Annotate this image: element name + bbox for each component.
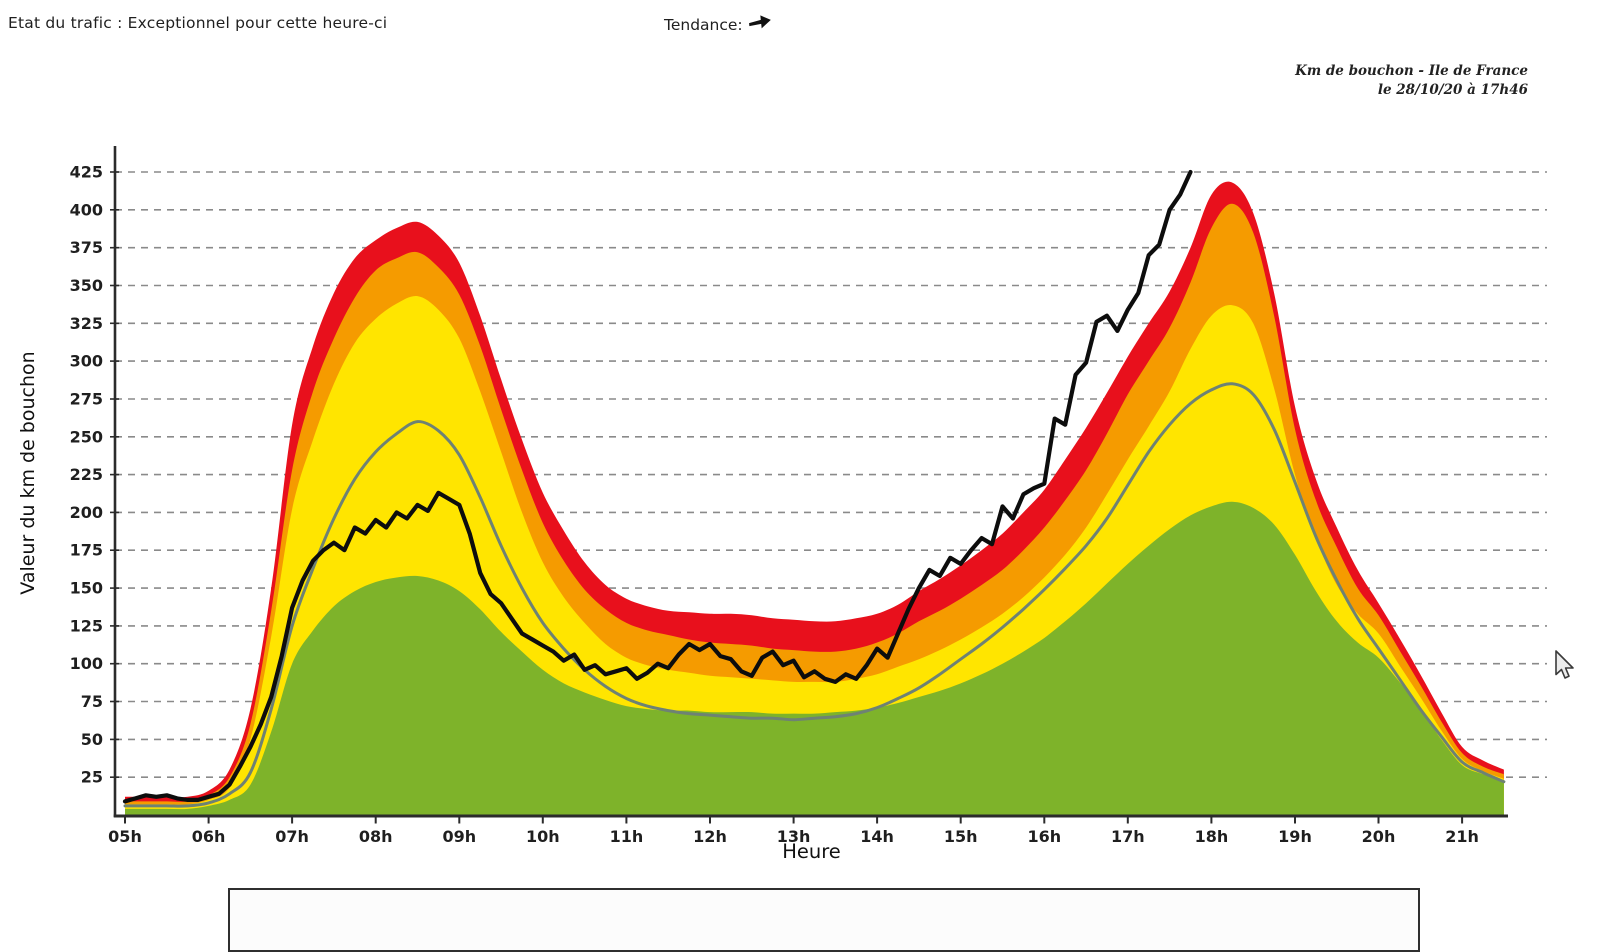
y-tick-label: 300 [70, 352, 103, 371]
x-tick-label: 08h [359, 827, 393, 846]
line-reference-moyenne [123, 382, 1506, 808]
y-tick-label: 225 [70, 465, 103, 484]
trend-right-arrow-icon [748, 14, 772, 35]
y-tick-label: 350 [70, 276, 103, 295]
legend-box [228, 888, 1420, 952]
traffic-state-text: Etat du trafic : Exceptionnel pour cette… [8, 14, 388, 32]
x-axis-title: Heure [782, 840, 841, 863]
line-trafic-du-jour [122, 169, 1193, 804]
mouse-cursor-icon [1549, 646, 1579, 684]
x-tick-label: 18h [1195, 827, 1229, 846]
x-tick-label: 09h [442, 827, 476, 846]
x-tick-label: 10h [526, 827, 560, 846]
annotation-title: Km de bouchon - Ile de France [1295, 63, 1528, 79]
x-tick-label: 16h [1027, 827, 1061, 846]
y-tick-label: 150 [70, 579, 103, 598]
y-tick-label: 325 [70, 314, 103, 333]
x-tick-label: 11h [610, 827, 644, 846]
y-tick-label: 275 [70, 390, 103, 409]
chart-annotation: Km de bouchon - Ile de France le 28/10/2… [1295, 62, 1528, 100]
x-tick-label: 13h [777, 827, 811, 846]
y-tick-label: 250 [70, 427, 103, 446]
y-tick-label: 175 [70, 541, 103, 560]
y-tick-label: 50 [81, 730, 103, 749]
x-tick-label: 07h [275, 827, 309, 846]
y-tick-label: 125 [70, 616, 103, 635]
traffic-history-chart: 25 50 75 100 125 150 175 200 225 250 275 300 325 350 3… [70, 146, 1547, 846]
y-tick-label: 75 [81, 692, 103, 711]
x-tick-label: 06h [192, 827, 226, 846]
y-tick-label: 400 [70, 200, 103, 219]
x-tick-label: 19h [1278, 827, 1312, 846]
y-tick-label: 100 [70, 654, 103, 673]
annotation-timestamp: le 28/10/20 à 17h46 [1377, 82, 1528, 98]
y-tick-label: 375 [70, 238, 103, 257]
x-tick-label: 12h [693, 827, 727, 846]
y-tick-label: 25 [81, 768, 103, 787]
x-tick-label: 21h [1445, 827, 1479, 846]
band-green-low [125, 501, 1504, 816]
y-tick-label: 200 [70, 503, 103, 522]
trend-label: Tendance: [664, 15, 743, 34]
x-tick-label: 15h [944, 827, 978, 846]
trend-indicator: Tendance: [664, 14, 772, 35]
y-tick-label: 425 [70, 163, 103, 182]
x-tick-label: 14h [860, 827, 894, 846]
x-tick-label: 05h [108, 827, 142, 846]
x-tick-label: 20h [1362, 827, 1396, 846]
x-tick-label: 17h [1111, 827, 1145, 846]
